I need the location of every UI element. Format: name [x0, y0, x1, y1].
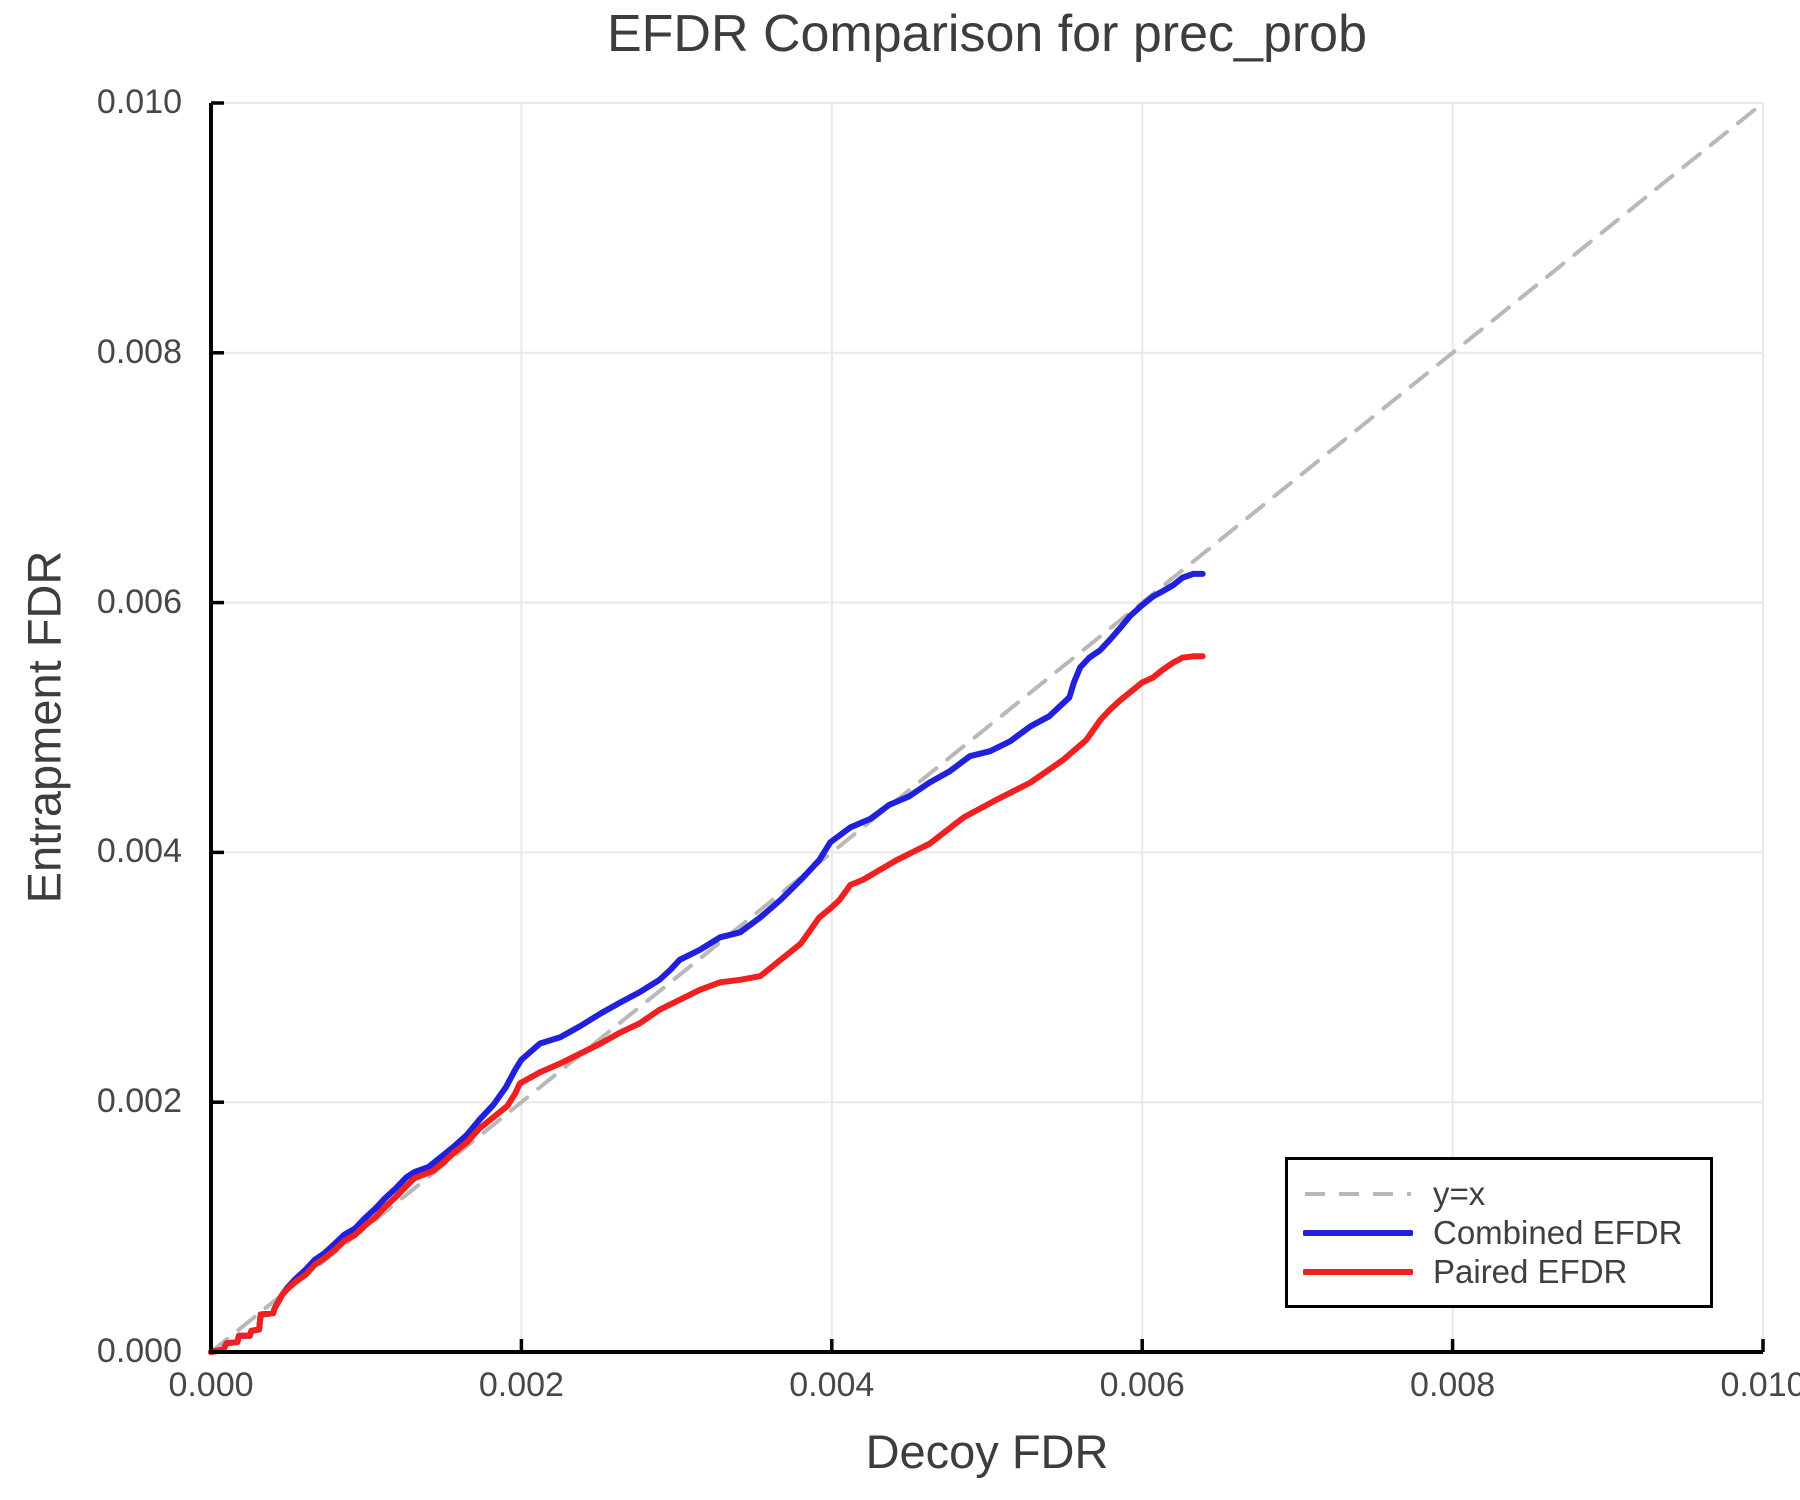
legend-line-sample-dashed: [1305, 1191, 1411, 1196]
x-tick-label: 0.004: [789, 1366, 875, 1404]
legend-item-combined-efdr: Combined EFDR: [1303, 1213, 1710, 1252]
legend-line-sample-paired: [1303, 1268, 1413, 1275]
y-tick-label: 0.008: [96, 332, 182, 371]
legend-label: Paired EFDR: [1433, 1252, 1628, 1290]
legend-item-paired-efdr: Paired EFDR: [1303, 1252, 1710, 1291]
legend-line-sample-combined: [1303, 1229, 1413, 1236]
x-tick-label: 0.000: [168, 1366, 254, 1404]
legend: y=x Combined EFDR Paired EFDR: [1285, 1157, 1713, 1308]
y-tick-label: 0.010: [96, 83, 182, 121]
legend-label: Combined EFDR: [1433, 1213, 1683, 1251]
x-tick-label: 0.008: [1410, 1366, 1496, 1404]
series-line-combined-efdr: [208, 570, 1206, 1355]
y-tick-label: 0.000: [96, 1332, 182, 1370]
legend-item-yx: y=x: [1303, 1174, 1710, 1213]
x-tick-label: 0.010: [1720, 1366, 1800, 1404]
series-line-y-x: [209, 101, 1765, 1354]
y-tick-label: 0.004: [96, 832, 182, 871]
chart-title: EFDR Comparison for prec_prob: [606, 5, 1368, 63]
y-tick-label: 0.006: [96, 582, 182, 621]
x-tick-label: 0.002: [478, 1366, 564, 1404]
series-line-paired-efdr: [208, 653, 1206, 1355]
y-tick-label: 0.002: [96, 1082, 182, 1121]
x-tick-label: 0.006: [1099, 1366, 1185, 1404]
legend-label: y=x: [1433, 1174, 1486, 1212]
x-axis-label: Decoy FDR: [865, 1425, 1109, 1478]
